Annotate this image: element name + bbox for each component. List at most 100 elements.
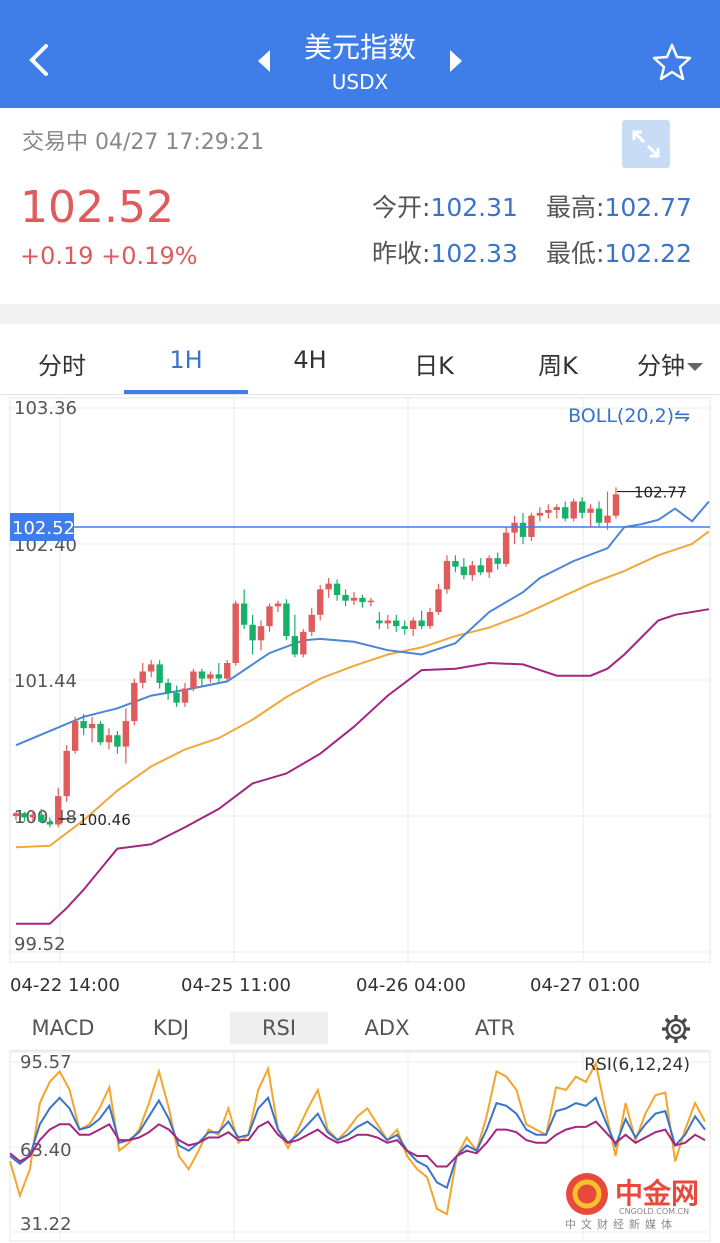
prev-symbol-button[interactable]: [254, 48, 274, 74]
current-price-tag-text: 102.52: [12, 518, 75, 539]
rsi-indicator-label: RSI(6,12,24): [584, 1055, 690, 1075]
expand-icon: [632, 130, 660, 158]
high-value: 102.77: [604, 193, 692, 222]
favorite-button[interactable]: [652, 42, 692, 82]
candle-body: [12, 813, 20, 816]
candlestick-chart[interactable]: 103.36102.40101.44100.4899.52102.52102.7…: [0, 396, 720, 974]
boll-lower-line: [16, 608, 710, 925]
price-change: +0.19 +0.19%: [20, 242, 198, 270]
candle: [240, 589, 248, 629]
candle: [224, 660, 231, 680]
cngold-watermark: 中金网 CNGOLD.COM.CN 中文财经新媒体: [563, 1170, 713, 1232]
candle-body: [612, 494, 620, 516]
chevron-left-icon: [29, 44, 48, 76]
period-tabs: 分时 1H 4H 日K 周K 分钟: [0, 324, 720, 395]
candle-body: [181, 688, 189, 703]
candle: [148, 660, 155, 678]
candle-body: [570, 501, 577, 519]
candle-body: [350, 597, 358, 601]
candle-body: [232, 603, 239, 663]
candle-body: [604, 515, 611, 523]
candle: [595, 501, 603, 527]
open-label: 今开:: [372, 193, 431, 222]
rsi-y-tick-label: 95.57: [20, 1052, 72, 1073]
indicator-tabs: MACD KDJ RSI ADX ATR: [10, 1008, 710, 1051]
candle: [164, 678, 172, 700]
candle-body: [224, 663, 231, 679]
candle-body: [562, 507, 569, 519]
rsi-series-line: [9, 1060, 706, 1216]
current-price-tag-bg: [10, 513, 74, 541]
candle: [131, 678, 138, 726]
candle-body: [367, 600, 375, 603]
candle-body: [443, 561, 451, 590]
rsi-y-tick-label: 31.22: [20, 1214, 72, 1235]
current-price-tag: 102.52: [10, 513, 75, 541]
page-subtitle: USDX: [331, 70, 389, 94]
x-tick-label: 04-27 01:00: [530, 975, 640, 996]
candle: [477, 558, 484, 576]
high-label: 最高:: [546, 193, 605, 222]
tab-1h[interactable]: 1H: [169, 346, 203, 374]
min-price-label: 100.46: [78, 811, 131, 829]
low-label: 最低:: [546, 239, 605, 268]
tab-weekly[interactable]: 周K: [538, 352, 578, 380]
tab-kdj[interactable]: KDJ: [152, 1016, 190, 1040]
candle: [266, 603, 273, 632]
candle-body: [88, 723, 96, 729]
tab-adx[interactable]: ADX: [364, 1016, 410, 1040]
indicator-settings-button[interactable]: [660, 1013, 692, 1045]
candle-body: [240, 603, 248, 625]
tab-timeshare[interactable]: 分时: [38, 352, 86, 380]
candle: [215, 663, 222, 683]
candle: [300, 629, 307, 658]
rsi-series-line: [9, 1120, 706, 1168]
prevclose-value: 102.33: [430, 239, 518, 268]
candle-body: [55, 796, 62, 825]
candle-body: [325, 583, 332, 590]
tab-macd[interactable]: MACD: [31, 1016, 95, 1040]
candle-body: [190, 671, 197, 689]
candle-body: [409, 620, 417, 629]
fullscreen-button[interactable]: [622, 120, 670, 168]
candle: [409, 617, 417, 637]
candle-body: [477, 565, 484, 573]
tab-atr[interactable]: ATR: [474, 1016, 516, 1040]
tab-4h[interactable]: 4H: [293, 346, 327, 374]
candle-body: [536, 512, 544, 516]
tab-rsi[interactable]: RSI: [230, 1012, 328, 1044]
boll-upper-line: [15, 500, 710, 747]
candle: [502, 527, 510, 567]
tab-daily[interactable]: 日K: [414, 352, 454, 380]
candle-body: [29, 814, 37, 818]
candle-body: [283, 603, 290, 637]
candle-body: [426, 612, 434, 627]
caret-down-icon: [687, 363, 703, 371]
next-symbol-button[interactable]: [446, 48, 466, 74]
watermark-slogan: 中文财经新媒体: [565, 1217, 677, 1231]
candle: [12, 811, 20, 821]
gear-icon: [662, 1015, 690, 1043]
candle: [80, 714, 87, 736]
candle-body: [266, 606, 273, 627]
candle-body: [80, 721, 87, 729]
trading-status: 交易中 04/27 17:29:21: [22, 130, 265, 155]
candle-body: [198, 671, 206, 679]
candle: [519, 512, 527, 544]
candle: [384, 614, 391, 629]
candle-body: [384, 620, 391, 624]
candle: [46, 817, 53, 828]
candle: [359, 595, 366, 608]
max-price-label: 102.77: [634, 484, 687, 502]
candle-body: [452, 561, 459, 567]
candle: [460, 558, 468, 580]
candle: [55, 787, 62, 828]
candle-body: [393, 620, 400, 627]
candle: [181, 682, 189, 707]
candle: [71, 716, 79, 754]
candle-body: [63, 750, 70, 797]
tab-minutes[interactable]: 分钟: [620, 346, 720, 381]
back-button[interactable]: [22, 40, 62, 80]
candle-body: [249, 624, 256, 641]
